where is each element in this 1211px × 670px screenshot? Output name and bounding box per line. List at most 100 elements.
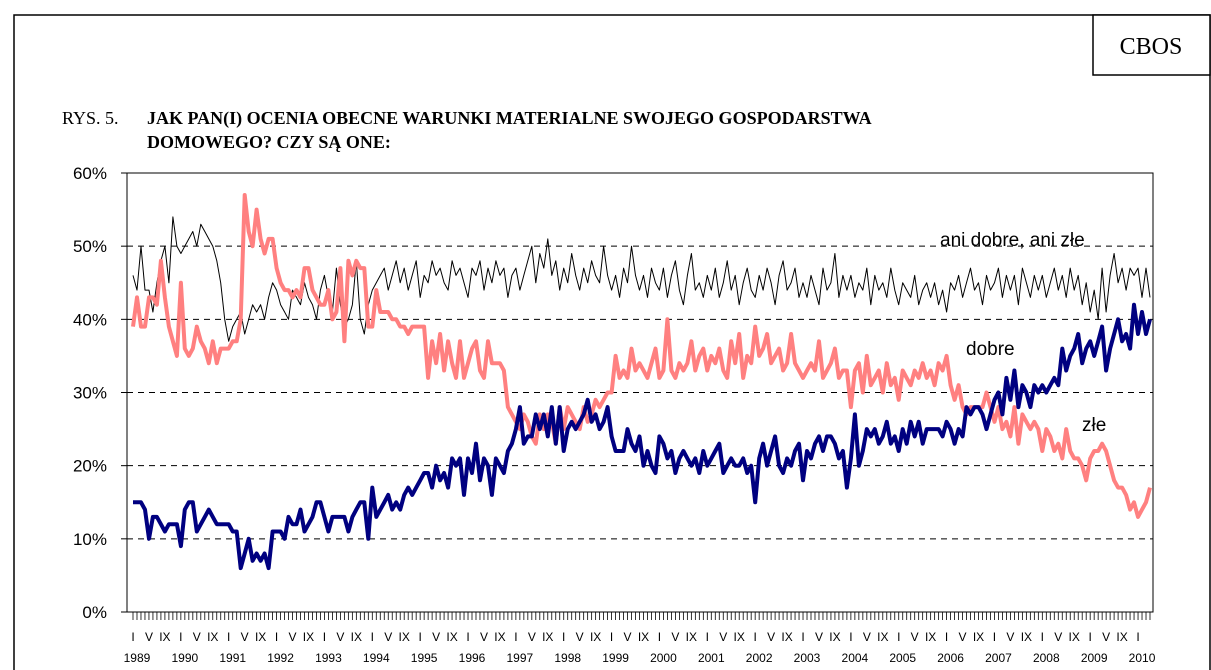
x-tick-label: I [1089,630,1092,644]
x-tick-label: IX [207,630,218,644]
x-tick-label: V [145,630,153,644]
x-tick-label: V [911,630,919,644]
x-tick-label: I [131,630,134,644]
year-label: 1992 [267,651,294,665]
x-tick-label: IX [303,630,314,644]
x-tick-label: IX [973,630,984,644]
year-label: 1999 [602,651,629,665]
series-label: ani dobre, ani złe [940,230,1085,251]
x-tick-label: IX [638,630,649,644]
source-box [1092,14,1211,76]
x-tick-label: IX [446,630,457,644]
x-tick-label: I [993,630,996,644]
x-tick-label: V [432,630,440,644]
x-tick-label: I [323,630,326,644]
chart-title: DOMOWEGO? CZY SĄ ONE: [147,132,391,152]
x-tick-label: I [706,630,709,644]
year-label: 2008 [1033,651,1060,665]
x-tick-label: IX [925,630,936,644]
series-label: złe [1082,415,1106,436]
x-tick-label: V [576,630,584,644]
year-label: 2005 [889,651,916,665]
x-tick-label: IX [877,630,888,644]
x-tick-label: I [179,630,182,644]
x-tick-label: V [241,630,249,644]
x-tick-label: V [480,630,488,644]
year-label: 1995 [411,651,438,665]
series-line [133,302,1152,571]
x-tick-label: I [801,630,804,644]
year-label: 1997 [507,651,534,665]
year-label: 2003 [794,651,821,665]
x-tick-label: I [753,630,756,644]
year-label: 1998 [554,651,581,665]
chart-title: JAK PAN(I) OCENIA OBECNE WARUNKI MATERIA… [147,108,872,129]
x-tick-label: V [336,630,344,644]
year-label: 2002 [746,651,773,665]
x-tick-label: V [289,630,297,644]
x-tick-label: V [528,630,536,644]
x-tick-label: V [384,630,392,644]
x-tick-label: V [193,630,201,644]
x-tick-label: I [514,630,517,644]
x-tick-label: IX [494,630,505,644]
x-tick-label: V [719,630,727,644]
y-tick-label: 10% [73,530,107,549]
year-label: 1990 [171,651,198,665]
year-label: 2001 [698,651,725,665]
year-label: 2009 [1081,651,1108,665]
year-label: 2007 [985,651,1012,665]
x-tick-label: I [275,630,278,644]
x-tick-label: V [671,630,679,644]
x-tick-label: I [227,630,230,644]
x-tick-label: I [562,630,565,644]
x-tick-label: I [610,630,613,644]
source: CBOS [1120,34,1183,60]
frame [13,14,1211,670]
series-label: dobre [966,339,1015,360]
x-tick-label: I [945,630,948,644]
x-tick-label: IX [734,630,745,644]
y-tick-label: 60% [73,164,107,183]
x-tick-label: I [897,630,900,644]
x-tick-label: V [815,630,823,644]
x-tick-label: V [1006,630,1014,644]
y-tick-label: 50% [73,237,107,256]
year-label: 1989 [124,651,151,665]
x-tick-label: V [767,630,775,644]
x-tick-label: IX [590,630,601,644]
x-tick-label: IX [399,630,410,644]
x-tick-label: IX [1021,630,1032,644]
x-tick-label: IX [255,630,266,644]
y-tick-label: 0% [82,603,107,622]
x-tick-label: V [959,630,967,644]
x-tick-label: I [1041,630,1044,644]
x-tick-label: IX [781,630,792,644]
figure-label: RYS. 5. [62,108,119,128]
y-tick-label: 20% [73,457,107,476]
year-label: 2000 [650,651,677,665]
x-tick-label: I [658,630,661,644]
year-label: 2004 [842,651,869,665]
y-tick-label: 40% [73,310,107,329]
year-label: 1994 [363,651,390,665]
x-tick-label: IX [542,630,553,644]
x-tick-label: V [1054,630,1062,644]
x-tick-label: I [466,630,469,644]
x-tick-label: V [1102,630,1110,644]
x-tick-label: I [418,630,421,644]
x-tick-label: I [371,630,374,644]
year-label: 2006 [937,651,964,665]
year-label: 1991 [219,651,246,665]
x-tick-label: V [624,630,632,644]
x-tick-label: I [1136,630,1139,644]
x-tick-label: IX [686,630,697,644]
y-tick-label: 30% [73,384,107,403]
year-label: 2010 [1129,651,1156,665]
x-tick-label: IX [159,630,170,644]
year-label: 1993 [315,651,342,665]
year-label: 1996 [459,651,486,665]
x-tick-label: IX [1116,630,1127,644]
x-tick-label: IX [829,630,840,644]
